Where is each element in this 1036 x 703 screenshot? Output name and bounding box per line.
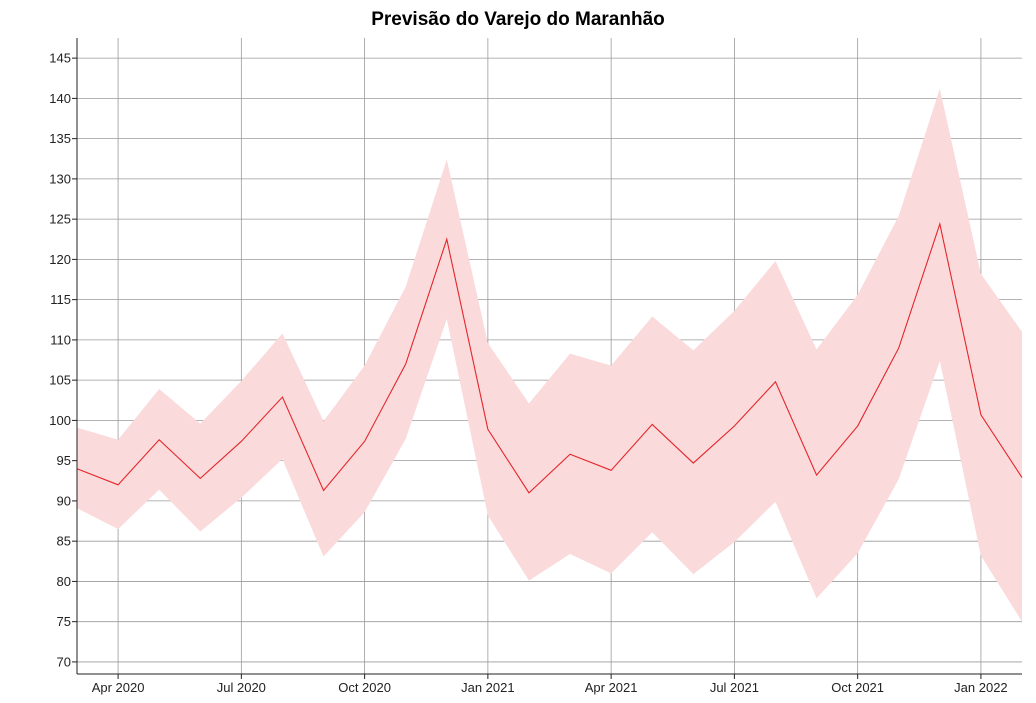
- forecast-line-layer: [76, 221, 1024, 495]
- forecast-point: [650, 422, 654, 426]
- axes: [72, 38, 1022, 679]
- y-tick-label: 135: [49, 131, 71, 146]
- y-tick-label: 125: [49, 212, 71, 227]
- forecast-point: [116, 483, 120, 487]
- y-tick-label: 140: [49, 91, 71, 106]
- forecast-point: [979, 413, 983, 417]
- forecast-point: [609, 468, 613, 472]
- forecast-point: [363, 439, 367, 443]
- y-tick-label: 90: [57, 493, 71, 508]
- forecast-point: [897, 346, 901, 350]
- forecast-point: [280, 395, 284, 399]
- forecast-point: [856, 424, 860, 428]
- y-tick-label: 75: [57, 614, 71, 629]
- y-tick-label: 145: [49, 51, 71, 66]
- x-tick-label: Apr 2021: [585, 680, 638, 695]
- x-tick-label: Apr 2020: [92, 680, 145, 695]
- forecast-point: [773, 380, 777, 384]
- forecast-line: [76, 221, 1023, 494]
- y-tick-label: 70: [57, 654, 71, 669]
- confidence-band-layer: [77, 88, 1022, 622]
- y-tick-label: 95: [57, 453, 71, 468]
- y-tick-label: 85: [57, 534, 71, 549]
- y-tick-label: 80: [57, 574, 71, 589]
- forecast-point: [157, 438, 161, 442]
- x-tick-label: Oct 2020: [338, 680, 391, 695]
- x-tick-label: Jan 2022: [954, 680, 1008, 695]
- x-axis-tick-labels: Apr 2020 Jul 2020 Oct 2020 Jan 2021 Apr 2021…: [92, 680, 1008, 695]
- y-tick-label: 100: [49, 413, 71, 428]
- forecast-point: [938, 222, 942, 226]
- forecast-point: [732, 424, 736, 428]
- x-tick-label: Jan 2021: [461, 680, 515, 695]
- forecast-point: [404, 362, 408, 366]
- confidence-band: [77, 88, 1022, 622]
- forecast-point: [527, 491, 531, 495]
- y-tick-label: 130: [49, 171, 71, 186]
- forecast-point: [815, 473, 819, 477]
- y-tick-label: 105: [49, 373, 71, 388]
- y-tick-label: 120: [49, 252, 71, 267]
- x-tick-label: Jul 2020: [217, 680, 266, 695]
- chart-title: Previsão do Varejo do Maranhão: [371, 9, 665, 30]
- y-axis-tick-labels: 70 75 80 85 90 95 100 105 110 115 120 125 130 135 140 1…: [49, 51, 71, 670]
- forecast-point: [322, 488, 326, 492]
- forecast-point: [568, 452, 572, 456]
- forecast-point: [1020, 476, 1024, 480]
- forecast-point: [445, 237, 449, 241]
- y-tick-label: 115: [50, 292, 71, 307]
- x-tick-label: Oct 2021: [831, 680, 884, 695]
- forecast-point: [486, 427, 490, 431]
- x-tick-label: Jul 2021: [710, 680, 759, 695]
- forecast-point: [239, 439, 243, 443]
- y-tick-label: 110: [50, 332, 71, 347]
- forecast-point: [198, 476, 202, 480]
- forecast-point: [691, 461, 695, 465]
